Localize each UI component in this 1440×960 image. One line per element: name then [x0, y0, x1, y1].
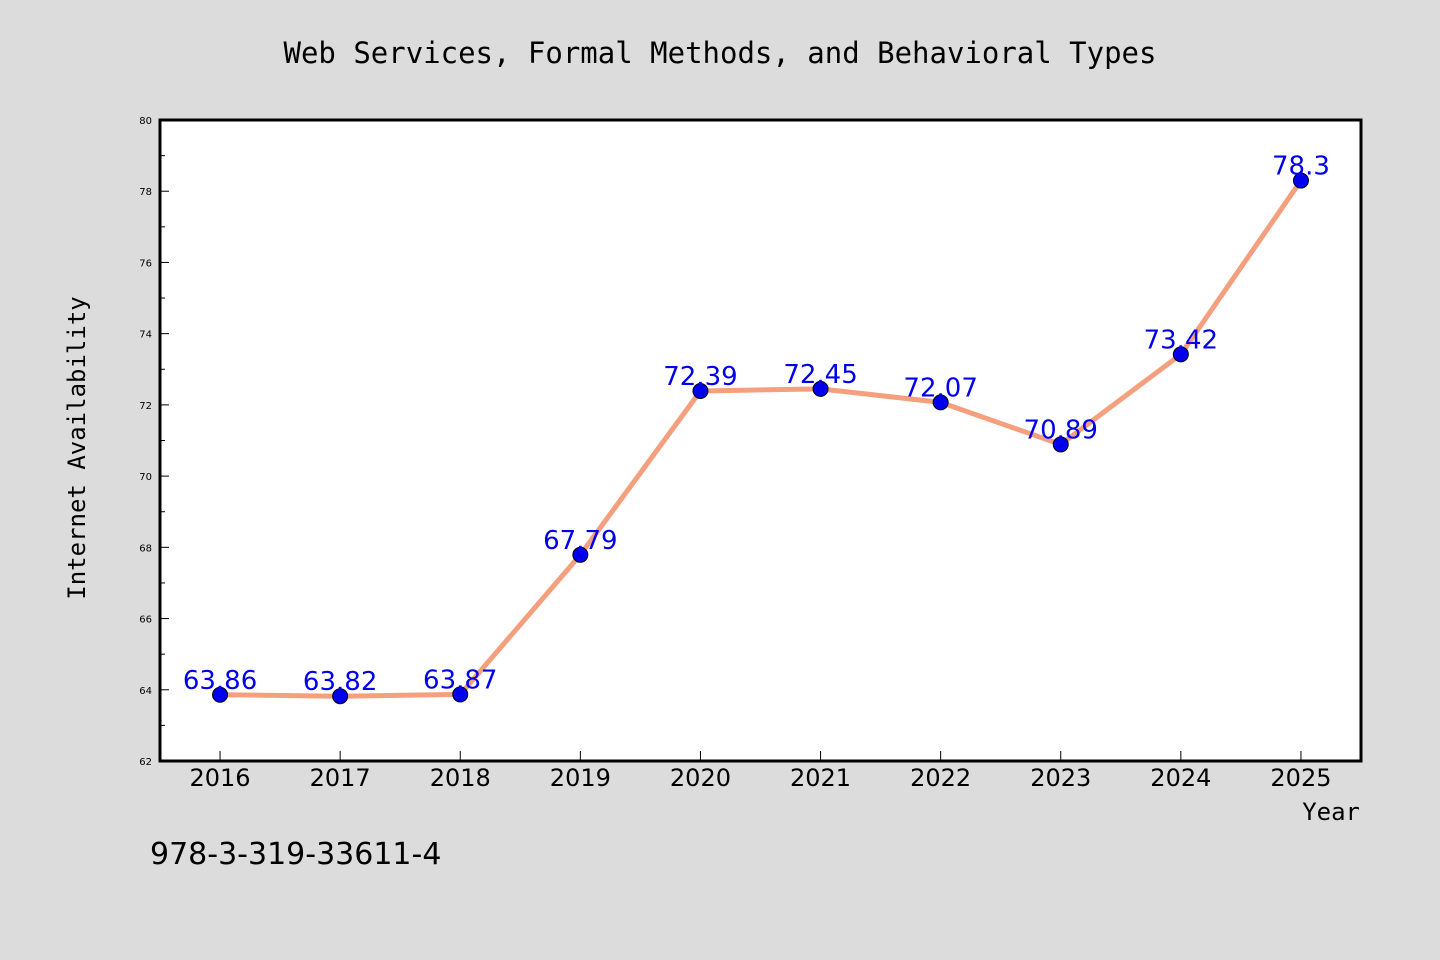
data-value-label: 72.45: [783, 360, 857, 390]
data-value-label: 63.86: [183, 666, 257, 696]
x-tick-label: 2017: [310, 764, 371, 792]
x-tick-label: 2016: [190, 764, 251, 792]
data-value-label: 63.82: [303, 667, 377, 697]
data-point-marker: [692, 383, 709, 400]
data-value-label: 63.87: [423, 665, 497, 695]
x-tick-label: 2023: [1030, 764, 1091, 792]
x-tick-label: 2022: [910, 764, 971, 792]
chart-title: Web Services, Formal Methods, and Behavi…: [284, 36, 1157, 70]
x-axis-title: Year: [1302, 798, 1360, 826]
y-tick-label: 70: [139, 472, 152, 483]
series-group: [212, 172, 1309, 705]
plot-area: [158, 118, 1363, 763]
data-value-label: 78.3: [1272, 152, 1330, 182]
data-value-label: 67.79: [543, 526, 617, 556]
y-tick-label: 68: [139, 543, 152, 554]
x-axis: 2016 2017 2018 2019 2020 2021 2022 2023 2024 2025: [190, 751, 1331, 792]
series-line: [217, 178, 1304, 699]
x-tick-label: 2019: [550, 764, 611, 792]
data-point-marker: [1052, 436, 1069, 453]
x-tick-label: 2020: [670, 764, 731, 792]
data-value-label: 73.42: [1144, 325, 1218, 355]
y-tick-label: 62: [139, 757, 152, 768]
data-point-marker: [572, 546, 589, 563]
x-tick-label: 2021: [790, 764, 851, 792]
footer-isbn: 978-3-319-33611-4: [150, 837, 441, 872]
x-tick-label: 2018: [430, 764, 491, 792]
data-label-group: 63.86 63.82 63.87 67.79 72.39 72.45 72.07 70.89…: [183, 152, 1330, 698]
data-point-marker: [212, 686, 229, 703]
y-tick-label: 78: [139, 187, 152, 198]
y-axis-title: Internet Availability: [63, 296, 91, 599]
x-tick-label: 2024: [1150, 764, 1211, 792]
data-point-marker: [812, 380, 829, 397]
y-tick-label: 66: [139, 615, 152, 626]
data-value-label: 70.89: [1024, 415, 1098, 445]
data-point-marker: [332, 688, 349, 705]
y-axis: 62 64 66 68 70 72 74 76 78 80: [139, 116, 169, 768]
data-point-marker: [1292, 172, 1309, 189]
y-tick-label: 74: [139, 330, 152, 341]
data-value-label: 72.39: [663, 362, 737, 392]
data-point-marker: [452, 686, 469, 703]
data-point-marker: [1172, 346, 1189, 363]
y-tick-label: 72: [139, 401, 152, 412]
x-tick-label: 2025: [1270, 764, 1331, 792]
data-point-marker: [932, 394, 949, 411]
y-tick-label: 64: [139, 686, 152, 697]
y-tick-label: 80: [139, 116, 152, 127]
data-value-label: 72.07: [903, 373, 977, 403]
y-tick-label: 76: [139, 258, 152, 269]
